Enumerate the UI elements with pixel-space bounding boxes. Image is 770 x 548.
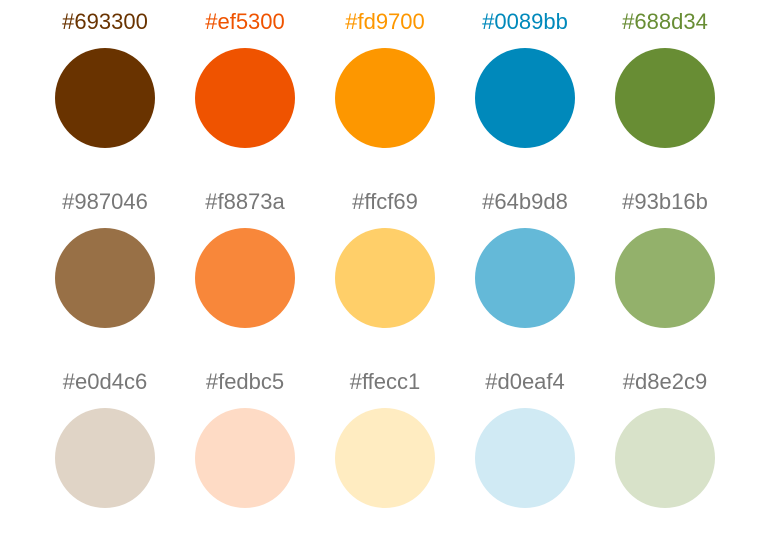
swatch-hex-label: #987046 xyxy=(62,189,148,214)
color-swatch: #ffcf69 xyxy=(315,188,455,368)
color-swatch: #fedbc5 xyxy=(175,368,315,548)
swatch-color-circle xyxy=(335,408,435,508)
swatch-hex-label: #e0d4c6 xyxy=(62,369,148,394)
swatch-color-circle xyxy=(335,48,435,148)
swatch-color-circle xyxy=(195,48,295,148)
swatch-hex-label: #d0eaf4 xyxy=(485,369,565,394)
swatch-hex-label: #ffcf69 xyxy=(352,189,418,214)
swatch-color-circle xyxy=(475,408,575,508)
swatch-color-circle xyxy=(195,408,295,508)
color-palette-grid: #693300 #ef5300 #fd9700 #0089bb #688d34 … xyxy=(35,8,735,548)
color-swatch: #ef5300 xyxy=(175,8,315,188)
swatch-color-circle xyxy=(195,228,295,328)
color-swatch: #d8e2c9 xyxy=(595,368,735,548)
swatch-hex-label: #f8873a xyxy=(205,189,285,214)
color-swatch: #693300 xyxy=(35,8,175,188)
swatch-hex-label: #fedbc5 xyxy=(205,369,285,394)
swatch-color-circle xyxy=(55,228,155,328)
swatch-hex-label: #fd9700 xyxy=(345,9,425,34)
swatch-hex-label: #ffecc1 xyxy=(349,369,421,394)
color-swatch: #e0d4c6 xyxy=(35,368,175,548)
swatch-color-circle xyxy=(615,48,715,148)
swatch-hex-label: #d8e2c9 xyxy=(622,369,708,394)
swatch-color-circle xyxy=(475,48,575,148)
color-swatch: #64b9d8 xyxy=(455,188,595,368)
swatch-color-circle xyxy=(475,228,575,328)
swatch-color-circle xyxy=(55,48,155,148)
swatch-hex-label: #ef5300 xyxy=(205,9,285,34)
swatch-color-circle xyxy=(55,408,155,508)
swatch-hex-label: #93b16b xyxy=(622,189,708,214)
color-swatch: #f8873a xyxy=(175,188,315,368)
swatch-hex-label: #688d34 xyxy=(622,9,708,34)
swatch-color-circle xyxy=(615,228,715,328)
swatch-hex-label: #64b9d8 xyxy=(482,189,568,214)
color-swatch: #ffecc1 xyxy=(315,368,455,548)
swatch-color-circle xyxy=(615,408,715,508)
color-swatch: #d0eaf4 xyxy=(455,368,595,548)
color-swatch: #987046 xyxy=(35,188,175,368)
color-swatch: #fd9700 xyxy=(315,8,455,188)
swatch-hex-label: #0089bb xyxy=(482,9,568,34)
color-swatch: #93b16b xyxy=(595,188,735,368)
swatch-hex-label: #693300 xyxy=(62,9,148,34)
color-swatch: #688d34 xyxy=(595,8,735,188)
color-swatch: #0089bb xyxy=(455,8,595,188)
swatch-color-circle xyxy=(335,228,435,328)
